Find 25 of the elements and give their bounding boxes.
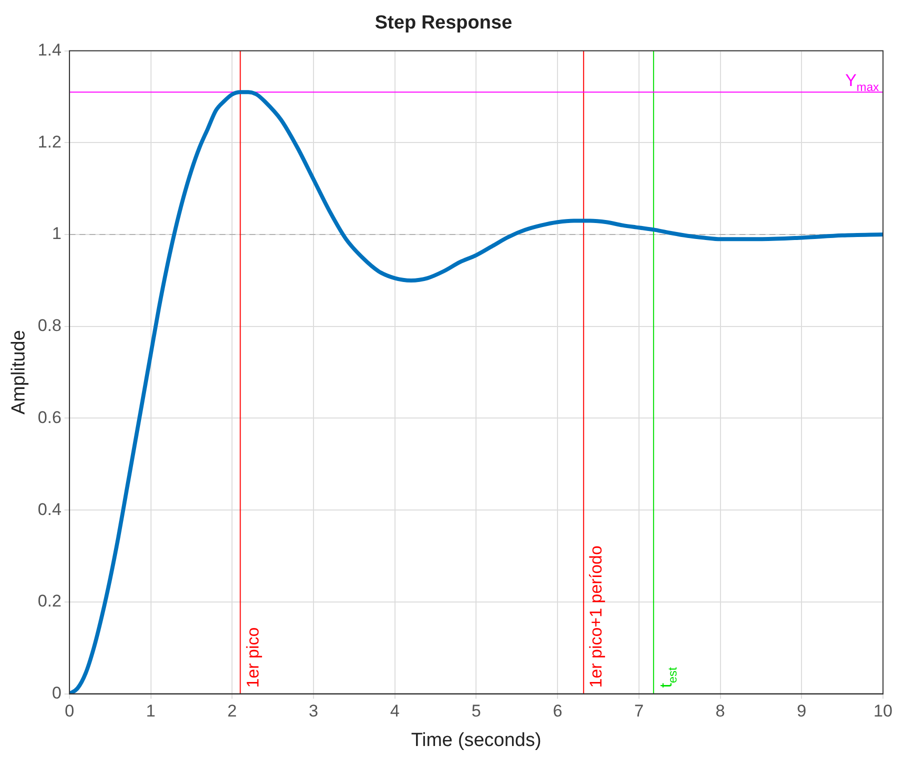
- x-axis-title: Time (seconds): [411, 730, 542, 751]
- x-tick-label: 2: [227, 702, 237, 721]
- ref-line-label: 1er pico: [243, 627, 262, 688]
- ref-line-label: test: [656, 666, 680, 688]
- y-tick-label: 0.2: [38, 592, 62, 611]
- x-tick-label: 10: [874, 702, 892, 721]
- y-tick-label: 0.4: [38, 500, 62, 519]
- y-tick-label: 0.8: [38, 316, 62, 336]
- chart-title: Step Response: [374, 12, 512, 34]
- x-tick-label: 1: [146, 702, 156, 721]
- x-tick-label: 9: [796, 702, 806, 721]
- y-tick-label: 1: [52, 224, 62, 244]
- x-tick-label: 0: [64, 702, 74, 721]
- y-tick-label: 0: [52, 683, 62, 702]
- y-tick-label: 1.2: [38, 132, 62, 152]
- x-tick-label: 4: [390, 702, 400, 721]
- x-tick-label: 5: [471, 702, 481, 721]
- y-axis-title: Amplitude: [8, 330, 30, 415]
- x-tick-label: 8: [716, 702, 726, 721]
- x-tick-label: 3: [308, 702, 318, 721]
- ref-line-label: 1er pico+1 período: [586, 546, 606, 688]
- x-tick-label: 6: [552, 702, 562, 721]
- y-tick-label: 0.6: [38, 408, 62, 427]
- y-tick-label: 1.4: [38, 40, 62, 60]
- x-tick-label: 7: [634, 702, 644, 721]
